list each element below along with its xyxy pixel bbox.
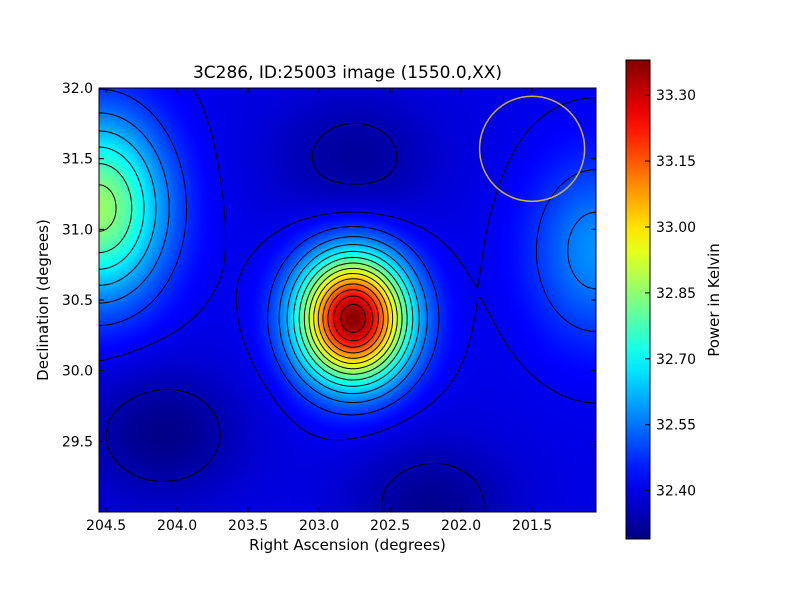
y-axis: 29.5 30.0 30.5 31.0 31.5 32.0 <box>62 81 596 450</box>
contour-line <box>313 273 394 364</box>
colorbar-ticks: 32.40 32.55 32.70 32.85 33.00 33.15 33.30 <box>645 88 696 500</box>
beam-circle <box>478 95 586 203</box>
y-tick-label: 30.5 <box>62 293 93 309</box>
colorbar-label: Power in Kelvin <box>705 243 723 357</box>
contour-line <box>99 88 596 416</box>
x-axis-label: Right Ascension (degrees) <box>249 536 446 554</box>
colorbar: 32.40 32.55 32.70 32.85 33.00 33.15 33.30 Powe… <box>625 59 723 540</box>
colorbar-tick-label: 33.00 <box>656 220 696 236</box>
y-tick-label: 30.0 <box>62 364 93 380</box>
colorbar-tick-label: 32.70 <box>656 352 696 368</box>
x-tick-label: 202.0 <box>441 518 481 534</box>
plot-area <box>98 87 597 513</box>
contour-line <box>308 267 398 370</box>
contour-line <box>340 303 366 333</box>
x-tick-label: 202.5 <box>370 518 410 534</box>
x-tick-label: 203.5 <box>228 518 268 534</box>
y-tick-label: 29.5 <box>62 434 93 450</box>
colorbar-gradient <box>625 59 651 540</box>
x-axis: 204.5 204.0 203.5 203.0 202.5 202.0 201.5 <box>86 88 552 534</box>
contour-line <box>327 289 379 348</box>
contour-line <box>99 130 420 395</box>
contour-line <box>317 278 389 359</box>
colorbar-tick-label: 32.55 <box>656 418 696 434</box>
x-tick-label: 204.0 <box>157 518 197 534</box>
contour-line <box>322 283 384 354</box>
contour-line <box>105 122 485 512</box>
colorbar-tick-label: 32.85 <box>656 286 696 302</box>
contour-line <box>99 112 596 403</box>
colorbar-tick-label: 33.30 <box>656 88 696 104</box>
contour-line <box>99 88 596 441</box>
contour-line <box>99 184 403 375</box>
x-tick-label: 201.5 <box>512 518 552 534</box>
x-tick-label: 203.0 <box>299 518 339 534</box>
annotations <box>478 95 586 203</box>
chart-title: 3C286, ID:25003 image (1550.0,XX) <box>193 63 502 83</box>
y-tick-label: 31.0 <box>62 222 93 238</box>
heatmap-raster <box>99 88 596 512</box>
y-axis-label: Declination (degrees) <box>34 219 52 381</box>
y-tick-label: 32.0 <box>62 81 93 97</box>
x-tick-label: 204.5 <box>86 518 126 534</box>
y-tick-label: 31.5 <box>62 152 93 168</box>
colorbar-tick-label: 33.15 <box>656 154 696 170</box>
contour-line <box>99 163 408 381</box>
colorbar-tick-label: 32.40 <box>656 484 696 500</box>
contour-line <box>333 295 374 342</box>
heatmap-image <box>99 88 596 512</box>
contour-line <box>99 146 414 387</box>
contour-lines <box>99 88 596 512</box>
